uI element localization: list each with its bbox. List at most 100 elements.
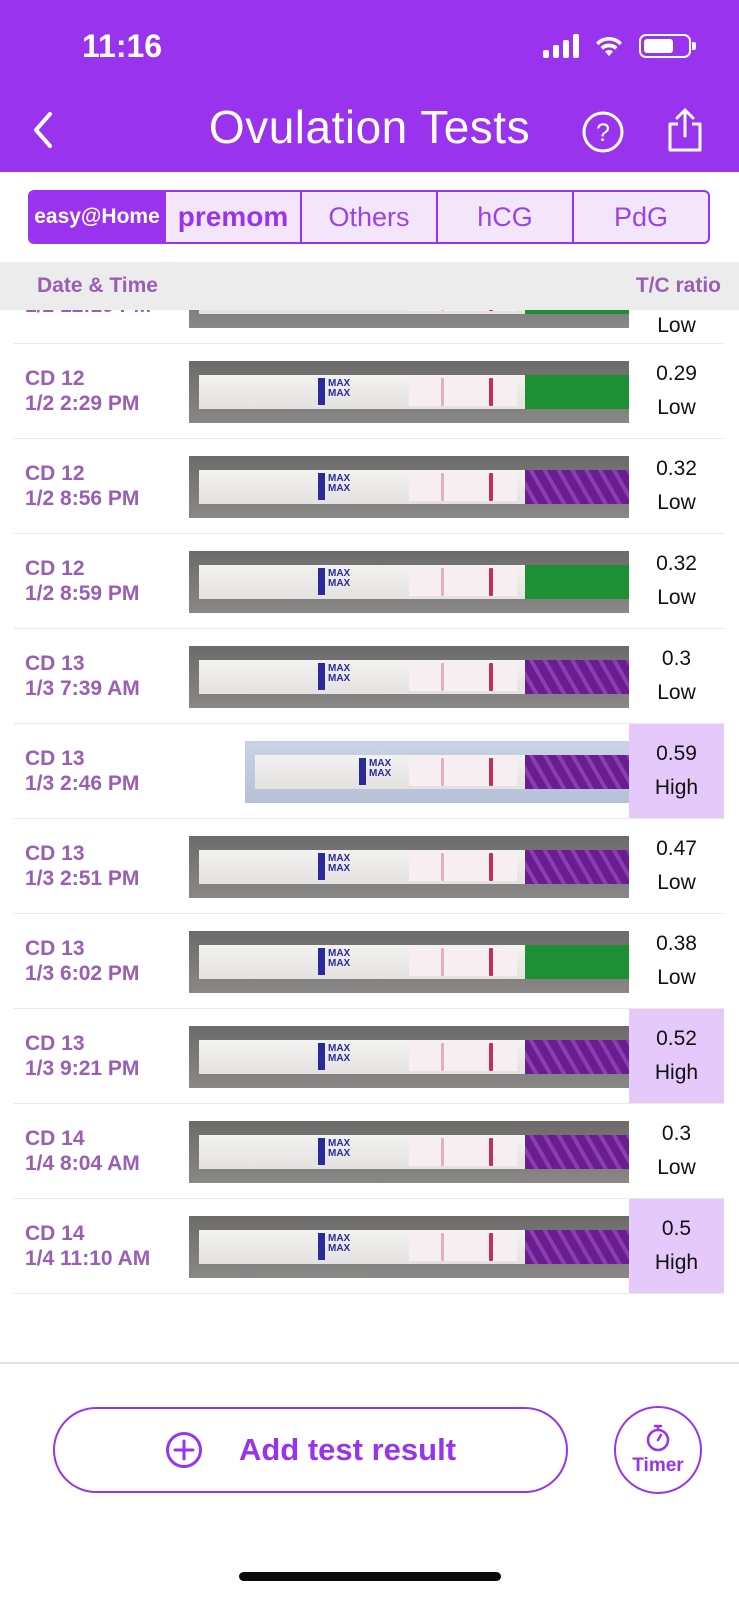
tab-premom[interactable]: premom: [166, 192, 302, 242]
test-line: [441, 758, 444, 786]
strip-result-window: [409, 948, 517, 976]
row-date-time: CD 13 1/3 6:02 PM: [25, 936, 139, 986]
strip-max-label: MAX MAX: [328, 853, 351, 874]
stopwatch-icon: [646, 1424, 670, 1452]
tc-ratio-value: 0.29: [656, 362, 697, 385]
strip-max-marker: [359, 758, 366, 785]
test-result-row[interactable]: CD 12 1/2 2:29 PM MAX MAX 0.29 Low: [14, 344, 724, 439]
control-line: [489, 1138, 493, 1166]
cycle-day: CD 13: [25, 937, 85, 960]
tc-ratio-level: Low: [657, 871, 696, 894]
tc-ratio-cell: 0.47 Low: [629, 819, 724, 913]
test-time: 1/2 12:19 PM: [25, 310, 151, 318]
tc-ratio-value: 0.32: [656, 552, 697, 575]
app-header: 11:16 Ovulation Tests ?: [0, 0, 739, 172]
row-date-time: 1/2 12:19 PM: [25, 310, 151, 318]
cycle-day: CD 13: [25, 747, 85, 770]
test-result-row[interactable]: CD 12 1/2 8:59 PM MAX MAX 0.32 Low: [14, 534, 724, 629]
test-result-row[interactable]: CD 13 1/3 9:21 PM MAX MAX 0.52 High: [14, 1009, 724, 1104]
tab-easy-home[interactable]: easy@Home: [30, 192, 166, 242]
timer-label: Timer: [632, 1455, 684, 1476]
strip-max-marker: [318, 473, 325, 500]
question-circle-icon[interactable]: ?: [582, 111, 624, 153]
cycle-day: CD 12: [25, 557, 85, 580]
test-result-row[interactable]: CD 13 1/3 7:39 AM MAX MAX 0.3 Low: [14, 629, 724, 724]
timer-button[interactable]: Timer: [614, 1406, 702, 1494]
tab-hcg[interactable]: hCG: [438, 192, 574, 242]
strip-max-label: MAX MAX: [328, 473, 351, 494]
strip-handle: [525, 1040, 629, 1074]
share-icon[interactable]: [664, 106, 706, 154]
row-date-time: CD 13 1/3 2:46 PM: [25, 746, 139, 796]
strip-max-label: MAX MAX: [328, 948, 351, 969]
strip-handle: [525, 310, 629, 314]
cycle-day: CD 12: [25, 367, 85, 390]
strip-result-window: [409, 663, 517, 691]
test-line: [441, 378, 444, 406]
test-time: 1/3 7:39 AM: [25, 677, 140, 700]
strip-max-label: MAX MAX: [369, 758, 392, 779]
test-result-row[interactable]: CD 13 1/3 2:51 PM MAX MAX 0.47 Low: [14, 819, 724, 914]
control-line: [489, 758, 493, 786]
tc-ratio-value: 0.47: [656, 837, 697, 860]
test-result-row[interactable]: CD 13 1/3 6:02 PM MAX MAX 0.38 Low: [14, 914, 724, 1009]
strip-max-marker: [318, 378, 325, 405]
cycle-day: CD 13: [25, 842, 85, 865]
control-line: [489, 378, 493, 406]
strip-max-marker: [318, 948, 325, 975]
strip-handle: [525, 850, 629, 884]
strip-handle: [525, 470, 629, 504]
row-date-time: CD 13 1/3 7:39 AM: [25, 651, 140, 701]
tc-ratio-value: 0.5: [661, 1217, 692, 1240]
strip-handle: [525, 1135, 629, 1169]
tc-ratio-cell: 0.29 Low: [629, 344, 724, 438]
test-result-row[interactable]: CD 12 1/2 8:56 PM MAX MAX 0.32 Low: [14, 439, 724, 534]
chevron-left-icon[interactable]: [26, 108, 62, 152]
test-result-list[interactable]: 1/2 12:19 PMMAXMAXLowCD 121/2 2:29 PMMAX…: [0, 310, 739, 1310]
page-title: Ovulation Tests: [208, 101, 531, 153]
tc-ratio-level: Low: [657, 491, 696, 514]
cellular-signal-icon: [543, 34, 579, 58]
tc-ratio-level: High: [654, 1251, 699, 1274]
wifi-icon: [596, 36, 622, 56]
strip-result-window: [409, 758, 517, 786]
strip-max-label: MAX MAX: [328, 1233, 351, 1254]
strip-handle: [525, 1230, 629, 1264]
test-result-row[interactable]: CD 14 1/4 8:04 AM MAX MAX 0.3 Low: [14, 1104, 724, 1199]
tc-ratio-cell: 0.32 Low: [629, 534, 724, 628]
tc-ratio-level: Low: [657, 966, 696, 989]
cycle-day: CD 12: [25, 462, 85, 485]
test-line: [441, 310, 444, 311]
test-result-row[interactable]: CD 14 1/4 11:10 AM MAX MAX 0.5 High: [14, 1199, 724, 1294]
test-line: [441, 1233, 444, 1261]
control-line: [489, 473, 493, 501]
test-line: [441, 1138, 444, 1166]
tab-pdg[interactable]: PdG: [613, 201, 669, 232]
svg-text:?: ?: [596, 119, 610, 147]
add-test-result-button[interactable]: Add test result: [53, 1407, 568, 1493]
cycle-day: CD 14: [25, 1127, 85, 1150]
test-result-row[interactable]: CD 13 1/3 2:46 PM MAX MAX 0.59 High: [14, 724, 724, 819]
tc-ratio-cell: 0.59 High: [629, 724, 724, 818]
tc-ratio-value: 0.52: [656, 1027, 697, 1050]
tc-ratio-value: 0.32: [656, 457, 697, 480]
tab-others[interactable]: Others: [302, 192, 438, 242]
control-line: [489, 1043, 493, 1071]
